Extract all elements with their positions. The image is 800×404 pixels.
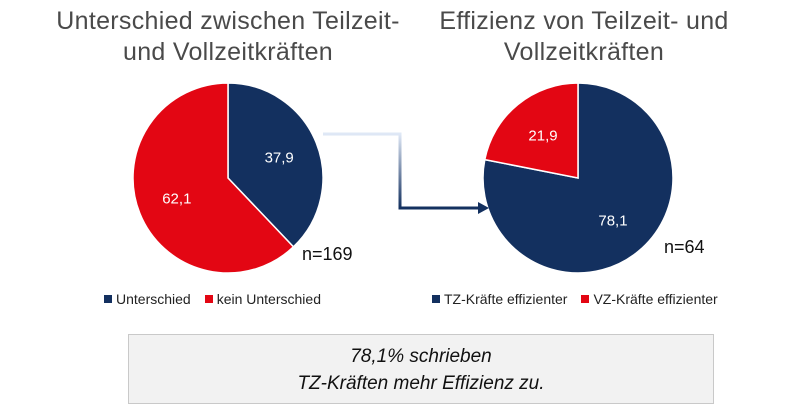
chart-title-left-line1: Unterschied zwischen Teilzeit- bbox=[56, 7, 400, 35]
legend-right: TZ-Kräfte effizienter VZ-Kräfte effizien… bbox=[432, 291, 732, 307]
legend-swatch-red bbox=[204, 295, 213, 303]
legend-item-tz-effizienter: TZ-Kräfte effizienter bbox=[432, 291, 567, 307]
sample-size-right: n=64 bbox=[664, 237, 705, 257]
legend-swatch-red bbox=[581, 295, 590, 303]
chart-title-left-line2: und Vollzeitkräften bbox=[123, 38, 333, 66]
pie1-slice-1 bbox=[483, 82, 579, 179]
chart-title-right-line2: Vollzeitkräften bbox=[503, 38, 665, 66]
summary-note-box: 78,1% schrieben TZ-Kräften mehr Effizien… bbox=[128, 334, 714, 404]
pie0-value-label-0: 37,9 bbox=[265, 150, 294, 167]
legend-label: VZ-Kräfte effizienter bbox=[593, 291, 718, 307]
legend-label: TZ-Kräfte effizienter bbox=[444, 291, 568, 307]
pie1-value-label-0: 78,1 bbox=[598, 213, 627, 230]
pie-chart-left: 37,9 62,1 bbox=[132, 82, 324, 274]
pie0-value-label-1: 62,1 bbox=[162, 190, 191, 207]
summary-note-line1: 78,1% schrieben bbox=[350, 346, 492, 367]
legend-item-vz-effizienter: VZ-Kräfte effizienter bbox=[581, 291, 718, 307]
legend-item-kein-unterschied: kein Unterschied bbox=[204, 291, 321, 307]
pie-chart-right: 78,1 21,9 bbox=[482, 82, 674, 274]
legend-swatch-navy bbox=[104, 295, 112, 303]
legend-left: Unterschied kein Unterschied bbox=[104, 291, 335, 307]
legend-label: kein Unterschied bbox=[216, 291, 321, 307]
legend-item-unterschied: Unterschied bbox=[104, 291, 191, 307]
legend-label: Unterschied bbox=[116, 291, 191, 307]
chart-title-right-line1: Effizienz von Teilzeit- und bbox=[439, 7, 729, 35]
sample-size-left: n=169 bbox=[302, 244, 353, 264]
connector-arrow bbox=[323, 132, 489, 214]
summary-note-line2: TZ-Kräften mehr Effizienz zu. bbox=[297, 373, 545, 394]
chart-title-right: Effizienz von Teilzeit- und Vollzeitkräf… bbox=[384, 6, 784, 68]
pie0-slice-0 bbox=[227, 82, 324, 248]
chart-title-left: Unterschied zwischen Teilzeit- und Vollz… bbox=[28, 6, 428, 68]
pie1-value-label-1: 21,9 bbox=[528, 127, 557, 144]
legend-swatch-navy bbox=[432, 295, 440, 303]
pie0-slice-1 bbox=[132, 82, 295, 274]
